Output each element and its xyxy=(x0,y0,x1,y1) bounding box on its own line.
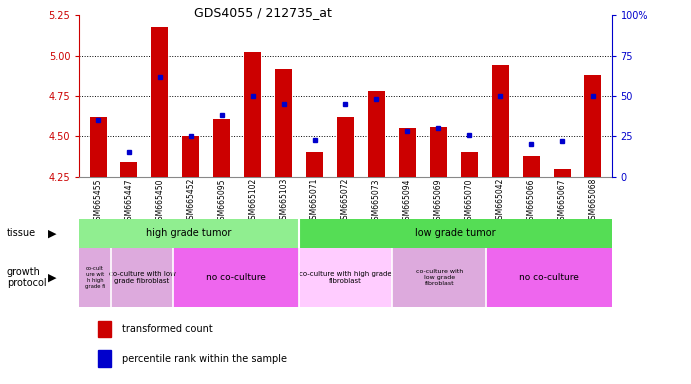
Text: no co-culture: no co-culture xyxy=(519,273,579,282)
Bar xyxy=(461,152,477,177)
Bar xyxy=(182,136,199,177)
Bar xyxy=(111,248,173,307)
Text: tissue: tissue xyxy=(7,228,36,238)
Text: no co-culture: no co-culture xyxy=(206,273,266,282)
Bar xyxy=(585,75,601,177)
Bar xyxy=(99,350,111,366)
Bar xyxy=(173,248,299,307)
Text: growth
protocol: growth protocol xyxy=(7,266,46,288)
Bar xyxy=(399,128,416,177)
Text: GDS4055 / 212735_at: GDS4055 / 212735_at xyxy=(193,6,332,19)
Text: ▶: ▶ xyxy=(48,228,56,238)
Bar xyxy=(299,219,612,248)
Bar xyxy=(90,117,106,177)
Bar xyxy=(120,162,138,177)
Bar xyxy=(299,248,392,307)
Bar xyxy=(151,26,169,177)
Text: ▶: ▶ xyxy=(48,272,56,283)
Bar xyxy=(79,219,299,248)
Text: transformed count: transformed count xyxy=(122,324,213,334)
Bar xyxy=(486,248,612,307)
Bar xyxy=(79,248,111,307)
Bar xyxy=(492,65,509,177)
Bar xyxy=(244,53,261,177)
Bar xyxy=(392,248,486,307)
Bar xyxy=(275,69,292,177)
Text: low grade tumor: low grade tumor xyxy=(415,228,495,238)
Bar xyxy=(337,117,354,177)
Text: co-culture with high grade
fibroblast: co-culture with high grade fibroblast xyxy=(299,271,392,284)
Bar xyxy=(99,321,111,337)
Bar xyxy=(214,119,230,177)
Text: co-culture with low
grade fibroblast: co-culture with low grade fibroblast xyxy=(108,271,176,284)
Bar xyxy=(522,156,540,177)
Text: co-culture with
low grade
fibroblast: co-culture with low grade fibroblast xyxy=(416,269,463,286)
Text: percentile rank within the sample: percentile rank within the sample xyxy=(122,354,287,364)
Text: co-cult
ure wit
h high
grade fi: co-cult ure wit h high grade fi xyxy=(85,266,105,289)
Bar xyxy=(430,127,447,177)
Bar xyxy=(553,169,571,177)
Bar xyxy=(368,91,385,177)
Bar xyxy=(306,152,323,177)
Text: high grade tumor: high grade tumor xyxy=(146,228,231,238)
